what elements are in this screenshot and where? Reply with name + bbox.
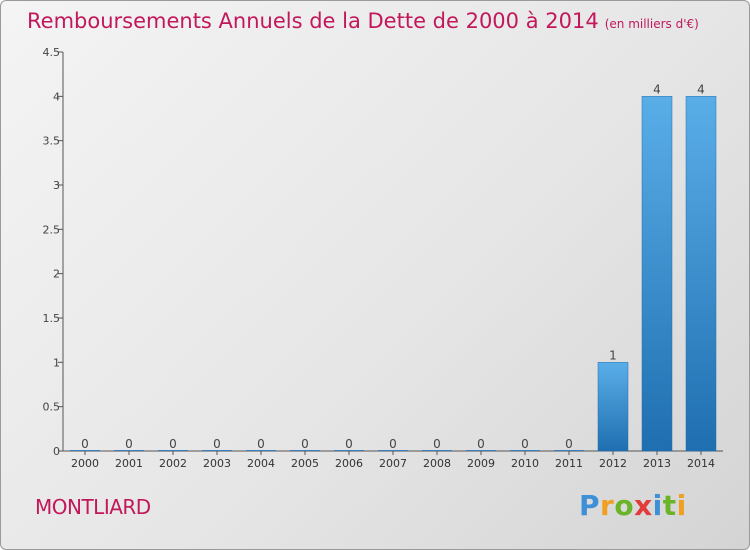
labels: 0 2000 0 2001 0 2002 0 2003 0 2004 0 2005 0 2006 0 2007… (71, 82, 715, 470)
value-label-2011: 0 (565, 437, 573, 451)
x-tick-label-2014: 2014 (687, 457, 715, 470)
proxiti-logo: Proxiti (579, 489, 687, 522)
x-tick-label-2002: 2002 (159, 457, 187, 470)
value-label-2013: 4 (653, 82, 661, 96)
bar-2014 (685, 96, 717, 452)
bar-2012 (597, 362, 629, 452)
y-tick-label: 4.5 (43, 46, 61, 59)
bar-2013 (641, 96, 673, 452)
x-tick-label-2008: 2008 (423, 457, 451, 470)
x-tick-label-2004: 2004 (247, 457, 275, 470)
x-tick-label-2003: 2003 (203, 457, 231, 470)
bars (70, 96, 717, 452)
y-tick-label: 1 (53, 356, 60, 369)
x-tick-label-2007: 2007 (379, 457, 407, 470)
chart-unit: (en milliers d'€) (604, 17, 699, 31)
x-tick-label-2011: 2011 (555, 457, 583, 470)
value-label-2001: 0 (125, 437, 133, 451)
value-label-2014: 4 (697, 82, 705, 96)
chart-title: Remboursements Annuels de la Dette de 20… (27, 9, 699, 33)
y-tick-label: 3.5 (43, 135, 61, 148)
y-tick-label: 2 (53, 268, 60, 281)
city-name: MONTLIARD (35, 495, 151, 519)
x-tick-label-2010: 2010 (511, 457, 539, 470)
x-tick-label-2006: 2006 (335, 457, 363, 470)
chart-title-text: Remboursements Annuels de la Dette de 20… (27, 9, 599, 33)
value-label-2012: 1 (609, 348, 617, 362)
x-tick-label-2001: 2001 (115, 457, 143, 470)
y-tick-label: 0 (53, 445, 60, 458)
value-label-2008: 0 (433, 437, 441, 451)
x-tick-label-2000: 2000 (71, 457, 99, 470)
value-label-2003: 0 (213, 437, 221, 451)
y-tick-label: 2.5 (43, 223, 61, 236)
value-label-2004: 0 (257, 437, 265, 451)
y-tick-label: 4 (53, 90, 60, 103)
x-tick-label-2013: 2013 (643, 457, 671, 470)
x-tick-label-2009: 2009 (467, 457, 495, 470)
x-tick-label-2005: 2005 (291, 457, 319, 470)
value-label-2000: 0 (81, 437, 89, 451)
value-label-2007: 0 (389, 437, 397, 451)
value-label-2006: 0 (345, 437, 353, 451)
value-label-2005: 0 (301, 437, 309, 451)
value-label-2009: 0 (477, 437, 485, 451)
y-tick-label: 0.5 (43, 401, 61, 414)
value-label-2010: 0 (521, 437, 529, 451)
value-label-2002: 0 (169, 437, 177, 451)
y-tick-label: 1.5 (43, 312, 61, 325)
y-tick-label: 3 (53, 179, 60, 192)
x-tick-label-2012: 2012 (599, 457, 627, 470)
